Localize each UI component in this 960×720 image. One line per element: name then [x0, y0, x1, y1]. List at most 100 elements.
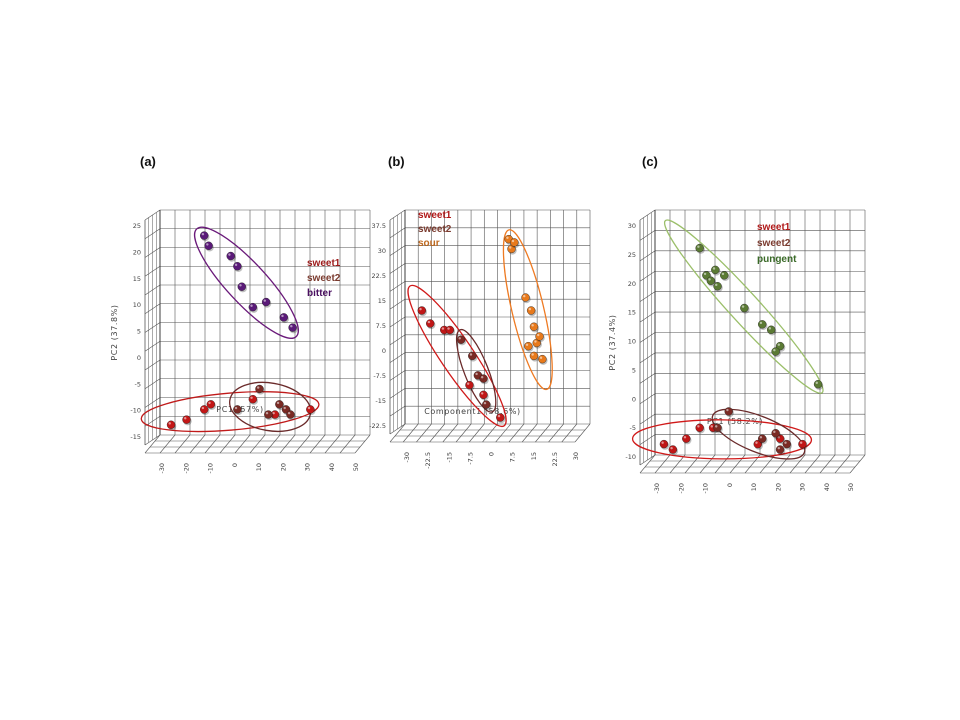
data-point: [659, 439, 669, 449]
y-tick-label: 0: [632, 395, 636, 403]
x-tick-label: 0: [488, 452, 496, 456]
data-point: [226, 251, 235, 261]
x-tick-label: -30: [158, 463, 166, 474]
point-highlight: [815, 381, 818, 385]
point-highlight: [458, 337, 461, 340]
legend-entry: sweet1: [757, 222, 791, 233]
data-point: [286, 410, 295, 419]
gridline: [455, 423, 472, 443]
point-highlight: [531, 324, 534, 327]
y-axis-label: PC2 (37.8%): [110, 304, 119, 360]
gridline: [561, 423, 578, 443]
x-tick-label: 50: [847, 483, 855, 491]
point-highlight: [777, 436, 781, 439]
y-tick-label: -10: [130, 407, 141, 415]
gridline: [654, 454, 671, 474]
group-ellipse: [229, 381, 312, 432]
x-tick-label: 30: [304, 463, 312, 471]
gridline: [339, 434, 356, 454]
point-highlight: [419, 307, 422, 311]
y-tick-label: 30: [628, 222, 636, 230]
point-highlight: [201, 232, 205, 236]
point-highlight: [528, 307, 532, 311]
data-point: [233, 405, 242, 414]
data-point: [771, 347, 780, 356]
point-highlight: [281, 314, 284, 318]
gridline: [416, 423, 432, 443]
gridline: [429, 423, 445, 443]
panel-c: (c) 30 25 20 15 10 5 0 -5 -10 -30 -20 -10 0 10 20 30 40 5…: [605, 140, 905, 494]
gridline: [174, 434, 191, 454]
point-highlight: [234, 406, 238, 410]
y-tick-label: 20: [628, 280, 636, 288]
point-highlight: [272, 411, 275, 415]
point-highlight: [250, 304, 253, 307]
gridline: [574, 423, 591, 443]
gridline: [669, 454, 686, 474]
point-highlight: [475, 372, 478, 376]
y-tick-label: -5: [135, 380, 141, 388]
data-point: [261, 297, 271, 307]
gridline: [759, 454, 776, 474]
data-point: [182, 415, 191, 424]
data-point: [465, 380, 474, 390]
gridline: [495, 423, 511, 443]
data-point: [713, 423, 722, 432]
point-highlight: [531, 353, 534, 356]
y-axis-label: PC2 (37.4%): [608, 314, 617, 370]
gridline: [849, 454, 866, 474]
x-tick-label: -22.5: [424, 452, 432, 469]
gridline: [389, 423, 406, 443]
y-tick-label: 10: [133, 301, 141, 309]
y-tick-label: 25: [628, 251, 636, 259]
point-highlight: [506, 236, 509, 239]
point-highlight: [276, 401, 280, 405]
point-highlight: [184, 417, 187, 420]
data-point: [237, 282, 246, 291]
data-point: [758, 434, 767, 443]
y-tick-label: 25: [133, 222, 141, 230]
point-highlight: [773, 430, 776, 434]
y-tick-label: 0: [137, 354, 141, 362]
point-highlight: [509, 246, 512, 249]
group-ellipse: [407, 284, 507, 428]
point-highlight: [287, 411, 291, 415]
data-point: [166, 420, 176, 429]
y-tick-label: 5: [632, 366, 636, 374]
point-highlight: [715, 425, 718, 428]
gridline: [234, 434, 251, 454]
gridline: [294, 434, 311, 454]
gridline: [309, 434, 326, 454]
legend-entry: sweet2: [757, 238, 791, 249]
gridline: [699, 454, 716, 474]
point-highlight: [661, 441, 664, 444]
y-tick-label: 30: [378, 247, 386, 255]
point-highlight: [447, 327, 450, 330]
gridline: [729, 454, 746, 474]
data-point: [775, 445, 785, 454]
data-point: [695, 243, 704, 253]
x-tick-label: 7.5: [509, 452, 517, 462]
point-highlight: [799, 441, 803, 444]
data-point: [526, 306, 536, 315]
panel-a: (a) 25 20 15 10 5 0 -5 -10 -15 -30 -20 -10 0 10 20 30 40…: [105, 140, 405, 474]
gridline: [279, 434, 296, 454]
data-point: [275, 400, 284, 409]
point-highlight: [777, 343, 781, 346]
chart-panel-b: 37.5 30 22.5 15 7.5 0 -7.5 -15 -22.5 -30 -22.5 -15 -…: [369, 209, 591, 469]
data-point: [529, 351, 539, 361]
point-highlight: [307, 406, 311, 410]
gridline: [189, 434, 206, 454]
point-highlight: [721, 272, 725, 276]
data-point: [200, 405, 209, 414]
legend-entry: sweet2: [418, 224, 452, 235]
y-tick-label: -7.5: [373, 372, 386, 380]
data-point: [766, 325, 776, 334]
point-highlight: [726, 408, 729, 412]
x-axis-label: Component1 (58.6%): [424, 407, 521, 416]
gridline: [819, 454, 836, 474]
panel-label: (c): [642, 154, 658, 169]
point-highlight: [759, 436, 763, 439]
y-tick-label: 37.5: [372, 222, 386, 230]
